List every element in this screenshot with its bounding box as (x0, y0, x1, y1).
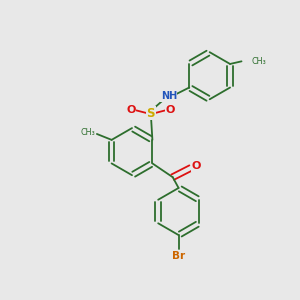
Text: NH: NH (160, 91, 177, 101)
Text: CH₃: CH₃ (251, 57, 266, 66)
Text: O: O (127, 105, 136, 116)
Text: CH₃: CH₃ (80, 128, 95, 137)
Text: O: O (166, 105, 175, 116)
Text: Br: Br (172, 251, 185, 261)
Text: S: S (146, 106, 155, 119)
Text: O: O (192, 161, 201, 171)
